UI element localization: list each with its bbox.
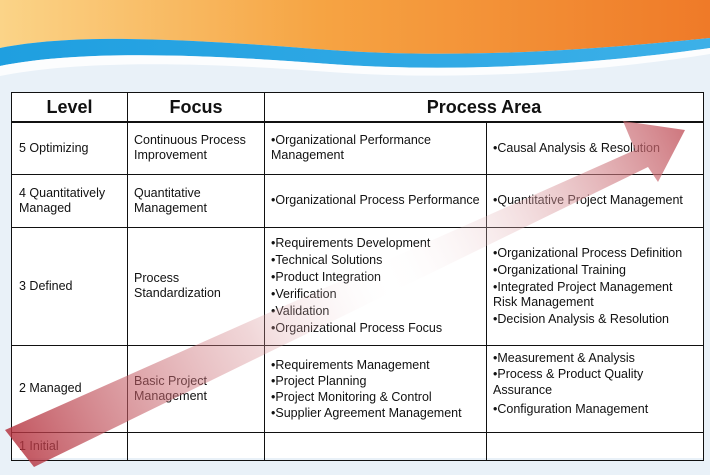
- header-focus: Focus: [127, 92, 265, 123]
- process-area-item: •Requirements Development: [271, 236, 431, 250]
- process-area-right-cell: •Organizational Process Definition •Orga…: [485, 226, 705, 346]
- table-row: 4 Quantitatively Managed Quantitative Ma…: [11, 173, 705, 228]
- process-area-item: •Organizational Process Focus: [271, 321, 443, 335]
- level-cell: 2 Managed: [11, 344, 128, 433]
- header-wave-banner: [0, 0, 710, 110]
- focus-cell: Process Standardization: [127, 226, 265, 346]
- process-area-left-cell: •Organizational Process Performance: [264, 173, 487, 228]
- process-area-item: •Organizational Training: [493, 262, 626, 277]
- process-area-item: •Supplier Agreement Management: [271, 405, 462, 420]
- process-area-item: •Validation: [271, 304, 330, 318]
- focus-cell: [127, 431, 265, 461]
- process-area-item: •Measurement & Analysis: [493, 350, 635, 365]
- table-row: 5 Optimizing Continuous Process Improvem…: [11, 121, 705, 175]
- process-area-item: •Organizational Process Definition: [493, 245, 683, 260]
- table-row: 2 Managed Basic Project Management •Requ…: [11, 344, 705, 433]
- process-area-item: •Integrated Project Management Risk Mana…: [493, 279, 673, 309]
- process-area-right-cell: [485, 431, 705, 461]
- table-row: 1 Initial: [11, 431, 705, 461]
- process-area-item: •Causal Analysis & Resolution: [493, 140, 660, 155]
- focus-cell: Continuous Process Improvement: [127, 121, 265, 175]
- level-cell: 1 Initial: [11, 431, 128, 461]
- process-area-item: •Organizational Performance Management: [271, 133, 432, 163]
- focus-cell: Basic Project Management: [127, 344, 265, 433]
- cmmi-maturity-table: Level Focus Process Area 5 Optimizing Co…: [11, 92, 705, 461]
- process-area-item: •Requirements Management: [271, 357, 430, 372]
- process-area-item: •Verification: [271, 287, 337, 301]
- table-row: 3 Defined Process Standardization •Requi…: [11, 226, 705, 346]
- level-text: 4 Quantitatively Managed: [19, 185, 106, 215]
- process-area-left-cell: •Requirements Development •Technical Sol…: [264, 226, 487, 346]
- process-area-item: •Technical Solutions: [271, 253, 383, 267]
- process-area-left-cell: •Requirements Management •Project Planni…: [264, 344, 487, 433]
- focus-cell: Quantitative Management: [127, 173, 265, 228]
- process-area-left-cell: [264, 431, 487, 461]
- header-process-area: Process Area: [263, 92, 705, 123]
- process-area-item: •Project Planning: [271, 373, 367, 388]
- maturity-level-table: Level Focus Process Area 5 Optimizing Co…: [11, 92, 705, 461]
- level-cell: 4 Quantitatively Managed: [11, 173, 128, 228]
- process-area-item: •Decision Analysis & Resolution: [493, 311, 669, 326]
- process-area-item: •Project Monitoring & Control: [271, 389, 432, 404]
- level-cell: 5 Optimizing: [11, 121, 128, 175]
- process-area-right-cell: •Causal Analysis & Resolution: [485, 121, 705, 175]
- process-area-item: •Process & Product Quality Assurance: [493, 366, 644, 397]
- process-area-right-cell: •Quantitative Project Management: [485, 173, 705, 228]
- process-area-item: •Quantitative Project Management: [493, 193, 683, 207]
- process-area-item: •Configuration Management: [493, 401, 649, 416]
- process-area-item: •Organizational Process Performance: [271, 193, 480, 207]
- level-cell: 3 Defined: [11, 226, 128, 346]
- table-header-row: Level Focus Process Area: [11, 92, 705, 123]
- process-area-right-cell: •Measurement & Analysis •Process & Produ…: [485, 344, 705, 433]
- header-level: Level: [11, 92, 128, 123]
- process-area-left-cell: •Organizational Performance Management: [264, 121, 487, 175]
- process-area-item: •Product Integration: [271, 270, 381, 284]
